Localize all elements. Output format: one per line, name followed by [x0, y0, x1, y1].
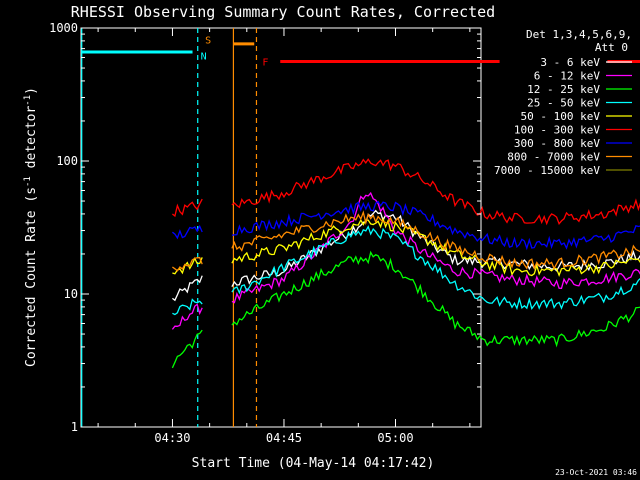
y-axis-label-mid: detector [24, 106, 39, 177]
chart-title: RHESSI Observing Summary Count Rates, Co… [71, 3, 495, 21]
series-line [172, 275, 203, 302]
series-line [231, 158, 640, 226]
series-line [172, 298, 203, 316]
legend-entry-label: 6 - 12 keV [534, 70, 601, 83]
legend-entry-label: 7000 - 15000 keV [494, 164, 600, 177]
legend-entry-label: 100 - 300 keV [514, 124, 600, 137]
x-tick-label: 04:45 [266, 431, 302, 445]
legend-header-attenuator: Att 0 [595, 41, 628, 54]
y-axis-label: Corrected Count Rate (s-1 detector-1) [23, 87, 39, 367]
series-line [231, 216, 640, 278]
legend-entry-label: 50 - 100 keV [521, 110, 601, 123]
series-line [171, 198, 203, 218]
axis-layer: 1 10 100 1000 04:30 04:45 05:00 [49, 21, 481, 445]
y-axis-label-main: Corrected Count Rate (s [24, 187, 39, 367]
series-line [172, 224, 203, 240]
series-line [171, 329, 203, 369]
y-tick-label: 1 [71, 420, 78, 434]
legend-header-detectors: Det 1,3,4,5,6,9, [526, 28, 632, 41]
x-tick-label: 04:30 [154, 431, 190, 445]
marker-layer: SN F [201, 35, 269, 68]
y-tick-label: 1000 [49, 21, 78, 35]
series-line [231, 200, 640, 251]
legend-entry-label: 25 - 50 keV [527, 97, 600, 110]
legend-entry-label: 800 - 7000 keV [507, 151, 600, 164]
generation-timestamp: 23-Oct-2021 03:46 [555, 468, 637, 477]
series-line [231, 250, 640, 348]
series-line [231, 225, 640, 311]
flag-marker-label: S [205, 35, 211, 46]
flag-marker-label: F [262, 57, 268, 68]
series-line [171, 303, 203, 330]
legend-entry-label: 12 - 25 keV [527, 83, 600, 96]
series-line [231, 191, 640, 304]
flag-marker-label: N [201, 52, 207, 63]
plot-frame [80, 27, 482, 428]
y-axis-label-end: ) [24, 87, 39, 95]
y-axis-label-sup1: -1 [23, 176, 33, 187]
y-axis-label-sup2: -1 [23, 95, 33, 106]
y-tick-label: 10 [64, 287, 78, 301]
series-layer [171, 158, 640, 369]
overlay-layer [81, 28, 640, 427]
series-line [172, 256, 203, 272]
series-line [231, 210, 640, 271]
legend-entry-label: 300 - 800 keV [514, 137, 600, 150]
x-tick-label: 05:00 [377, 431, 413, 445]
y-tick-label: 100 [56, 154, 78, 168]
legend-entry-label: 3 - 6 keV [540, 56, 600, 69]
x-axis-label: Start Time (04-May-14 04:17:42) [192, 456, 435, 471]
